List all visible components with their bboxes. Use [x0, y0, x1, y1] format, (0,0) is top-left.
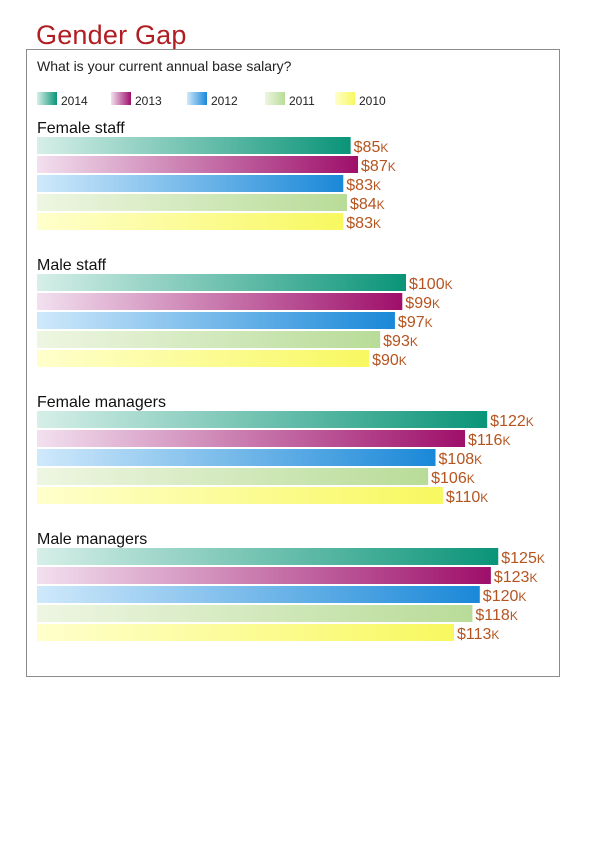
value-label-male-staff-2010: $90K [372, 352, 407, 369]
bar-female-staff-2010 [37, 213, 344, 230]
value-label-female-managers-2013: $116K [468, 432, 510, 449]
bar-male-managers-2013 [37, 567, 491, 584]
group-title-female-staff: Female staff [37, 120, 125, 137]
value-label-female-managers-2010: $110K [446, 489, 488, 506]
legend-label-2013: 2013 [135, 94, 162, 108]
bar-male-staff-2014 [37, 274, 406, 291]
legend-label-2011: 2011 [289, 94, 315, 108]
value-label-male-managers-2011: $118K [475, 607, 517, 624]
bar-female-staff-2014 [37, 137, 351, 154]
value-label-female-managers-2012: $108K [439, 451, 483, 468]
value-label-male-staff-2011: $93K [383, 333, 418, 350]
group-title-female-managers: Female managers [37, 394, 166, 411]
value-label-female-staff-2013: $87K [361, 158, 396, 175]
group-title-male-managers: Male managers [37, 531, 147, 548]
bar-male-staff-2011 [37, 331, 381, 348]
bar-male-managers-2010 [37, 624, 454, 641]
value-label-female-managers-2011: $106K [431, 470, 475, 487]
value-label-female-staff-2010: $83K [346, 215, 381, 232]
value-label-male-managers-2012: $120K [483, 588, 527, 605]
chart-frame [26, 49, 560, 677]
value-label-male-managers-2010: $113K [457, 626, 499, 643]
legend-swatch-2012 [187, 92, 207, 105]
value-label-female-staff-2014: $85K [354, 139, 389, 156]
bar-female-managers-2010 [37, 487, 443, 504]
legend-swatch-2011 [265, 92, 285, 105]
bar-male-staff-2010 [37, 350, 370, 367]
bar-male-staff-2013 [37, 293, 403, 310]
legend-label-2014: 2014 [61, 94, 88, 108]
value-label-female-managers-2014: $122K [490, 413, 534, 430]
value-label-female-staff-2011: $84K [350, 196, 385, 213]
bar-male-managers-2014 [37, 548, 499, 565]
bar-male-staff-2012 [37, 312, 395, 329]
legend-label-2010: 2010 [359, 94, 386, 108]
value-label-male-staff-2012: $97K [398, 314, 433, 331]
legend-swatch-2014 [37, 92, 57, 105]
bar-female-managers-2013 [37, 430, 466, 447]
legend-label-2012: 2012 [211, 94, 238, 108]
value-label-female-staff-2012: $83K [346, 177, 381, 194]
legend-swatch-2013 [111, 92, 131, 105]
bar-female-managers-2014 [37, 411, 488, 428]
value-label-male-staff-2013: $99K [405, 295, 440, 312]
bar-male-managers-2012 [37, 586, 480, 603]
value-label-male-staff-2014: $100K [409, 276, 453, 293]
group-title-male-staff: Male staff [37, 257, 107, 274]
bar-male-managers-2011 [37, 605, 473, 622]
legend-swatch-2010 [335, 92, 355, 105]
bar-female-staff-2013 [37, 156, 359, 173]
chart-subtitle: What is your current annual base salary? [37, 58, 292, 74]
value-label-male-managers-2013: $123K [494, 569, 538, 586]
bar-female-managers-2012 [37, 449, 436, 466]
bar-female-staff-2012 [37, 175, 344, 192]
bar-female-staff-2011 [37, 194, 347, 211]
chart-title: Gender Gap [36, 20, 187, 50]
value-label-male-managers-2014: $125K [501, 550, 545, 567]
bar-female-managers-2011 [37, 468, 429, 485]
